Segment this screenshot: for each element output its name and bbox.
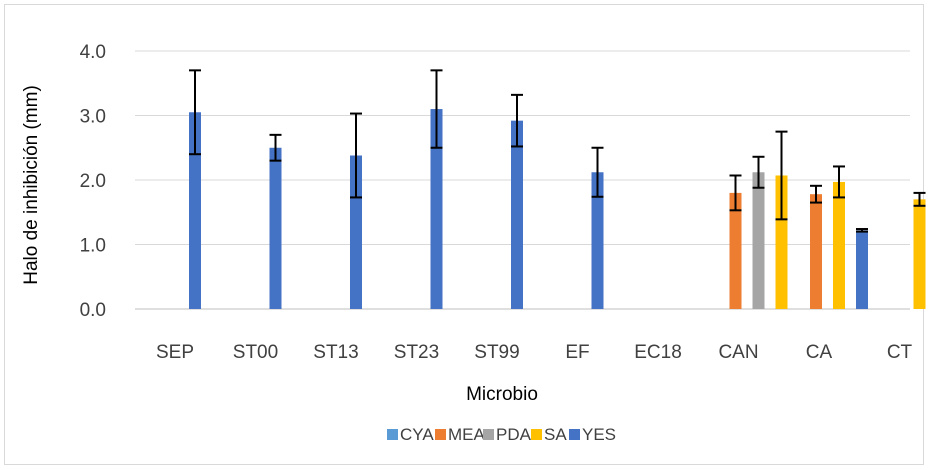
x-tick-label: ST13 bbox=[313, 342, 358, 363]
bar-yes-st99 bbox=[511, 120, 523, 309]
bar-sa-ct bbox=[913, 199, 926, 309]
legend-swatch bbox=[483, 429, 494, 440]
legend-label: CYA bbox=[400, 425, 434, 444]
error-bar-sa-ct bbox=[913, 191, 926, 207]
bar-yes-ca bbox=[856, 230, 868, 309]
y-tick-label: 2.0 bbox=[80, 171, 106, 192]
legend-item-mea: MEA bbox=[435, 425, 486, 444]
x-tick-label: EC18 bbox=[634, 342, 682, 363]
chart-frame bbox=[4, 4, 924, 465]
y-tick-label: 1.0 bbox=[80, 236, 106, 257]
legend-label: SA bbox=[544, 425, 567, 444]
legend-item-pda: PDA bbox=[483, 425, 532, 444]
x-axis-ticks: SEP ST00 ST13 ST23 ST99 EF EC18 CAN CA CT bbox=[156, 342, 913, 363]
bars bbox=[189, 109, 926, 310]
bar-sa-ca bbox=[833, 181, 845, 309]
error-bar-mea-can bbox=[729, 174, 742, 212]
x-tick-label: ST00 bbox=[233, 342, 278, 363]
error-bar-yes-st23 bbox=[430, 69, 443, 149]
bar-sa-can bbox=[775, 175, 788, 309]
legend-swatch bbox=[531, 429, 542, 440]
y-axis-ticks: 0.0 1.0 2.0 3.0 4.0 bbox=[80, 42, 106, 321]
legend-label: MEA bbox=[448, 425, 486, 444]
x-tick-label: EF bbox=[565, 342, 589, 363]
x-tick-label: ST23 bbox=[394, 342, 439, 363]
legend-label: PDA bbox=[496, 425, 532, 444]
legend-swatch bbox=[435, 429, 446, 440]
x-tick-label: CAN bbox=[718, 342, 758, 363]
y-tick-label: 4.0 bbox=[80, 42, 106, 63]
error-bar-pda-can bbox=[752, 155, 765, 189]
bar-mea-ca bbox=[810, 194, 822, 309]
legend-label: YES bbox=[582, 425, 616, 444]
error-bars bbox=[189, 69, 926, 233]
bar-yes-st00 bbox=[269, 147, 282, 309]
legend-item-sa: SA bbox=[531, 425, 567, 444]
y-tick-label: 3.0 bbox=[80, 107, 106, 128]
bar-mea-can bbox=[729, 192, 742, 309]
y-axis-title: Halo de inhibición (mm) bbox=[21, 85, 42, 285]
y-tick-label: 0.0 bbox=[80, 300, 106, 321]
error-bar-yes-ef bbox=[591, 146, 604, 198]
bar-yes-st23 bbox=[430, 109, 443, 309]
legend: CYA MEA PDA SA YES bbox=[387, 425, 616, 444]
error-bar-sa-can bbox=[775, 130, 788, 221]
error-bar-mea-ca bbox=[810, 184, 822, 204]
legend-item-cya: CYA bbox=[387, 425, 434, 444]
error-bar-yes-st13 bbox=[350, 112, 362, 199]
error-bar-yes-st00 bbox=[269, 133, 282, 162]
bar-yes-ef bbox=[591, 172, 604, 309]
error-bar-yes-ca bbox=[856, 228, 868, 233]
x-tick-label: ST99 bbox=[474, 342, 519, 363]
x-tick-label: CT bbox=[887, 342, 913, 363]
legend-swatch bbox=[569, 429, 580, 440]
bar-yes-st13 bbox=[350, 155, 362, 309]
error-bar-yes-st99 bbox=[511, 93, 523, 148]
x-tick-label: CA bbox=[806, 342, 833, 363]
error-bar-sa-ca bbox=[833, 165, 845, 199]
bar-pda-can bbox=[752, 172, 765, 309]
bar-yes-sep bbox=[189, 112, 201, 310]
legend-item-yes: YES bbox=[569, 425, 616, 444]
error-bar-yes-sep bbox=[189, 69, 201, 156]
legend-swatch bbox=[387, 429, 398, 440]
x-tick-label: SEP bbox=[156, 342, 194, 363]
x-axis-title: Microbio bbox=[466, 384, 538, 405]
